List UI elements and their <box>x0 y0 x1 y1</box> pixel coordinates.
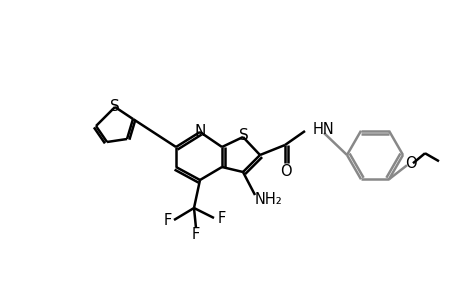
Text: S: S <box>239 128 248 143</box>
Text: O: O <box>280 164 291 178</box>
Text: O: O <box>404 156 416 171</box>
Text: N: N <box>194 124 205 140</box>
Text: F: F <box>191 227 200 242</box>
Text: S: S <box>110 98 120 113</box>
Text: NH₂: NH₂ <box>255 191 282 206</box>
Text: HN: HN <box>312 122 334 137</box>
Text: F: F <box>163 214 172 229</box>
Text: F: F <box>218 212 226 226</box>
